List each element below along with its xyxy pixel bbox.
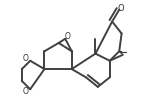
Text: O: O [22, 87, 28, 96]
Text: O: O [22, 54, 28, 63]
Text: O: O [65, 32, 71, 41]
Text: O: O [117, 4, 124, 13]
